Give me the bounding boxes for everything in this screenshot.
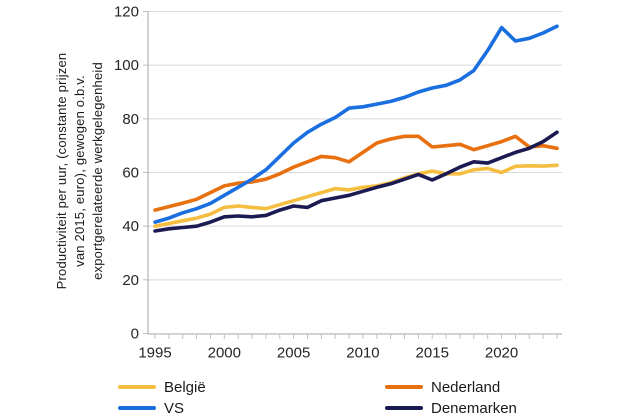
legend-item-denemarken: Denemarken <box>385 398 517 417</box>
legend-label: België <box>164 378 206 396</box>
legend-label: Nederland <box>431 378 501 396</box>
y-tick-label: 20 <box>122 272 139 289</box>
x-tick-label: 1995 <box>138 345 171 362</box>
x-tick-label: 2020 <box>485 345 518 362</box>
y-tick-label: 40 <box>122 218 139 235</box>
y-tick-label: 120 <box>114 4 139 21</box>
legend-label: VS <box>164 399 185 417</box>
series-line-vs <box>153 24 559 224</box>
legend-swatch-belgie <box>118 384 156 390</box>
y-tick-label: 80 <box>122 111 139 128</box>
y-axis-title-line3: exportgerelateerde werkgelegenheid <box>90 62 105 280</box>
legend-label: Denemarken <box>431 399 517 417</box>
y-tick-label: 100 <box>114 57 139 74</box>
y-axis-title-line1: Productiviteit per uur, (constante prijz… <box>54 52 69 290</box>
y-axis-title: Productiviteit per uur, (constante prijz… <box>53 6 107 336</box>
x-tick-label: 2000 <box>208 345 241 362</box>
legend-item-vs: VS <box>118 398 184 417</box>
legend-swatch-nederland <box>385 384 423 390</box>
series-line-nederland <box>153 134 559 212</box>
legend-swatch-vs <box>118 405 156 411</box>
legend-swatch-denemarken <box>385 405 423 411</box>
series-line-denemarken <box>153 130 559 233</box>
series-line-belgie <box>153 163 559 228</box>
y-tick-label: 60 <box>122 165 139 182</box>
x-tick-label: 2015 <box>416 345 449 362</box>
legend-item-belgie: België <box>118 377 206 397</box>
legend-item-nederland: Nederland <box>385 377 500 397</box>
x-tick-label: 2005 <box>277 345 310 362</box>
y-tick-label: 0 <box>131 326 139 343</box>
y-axis-title-line2: van 2015, euro), gewogen o.b.v. <box>72 75 87 267</box>
x-tick-label: 2010 <box>346 345 379 362</box>
